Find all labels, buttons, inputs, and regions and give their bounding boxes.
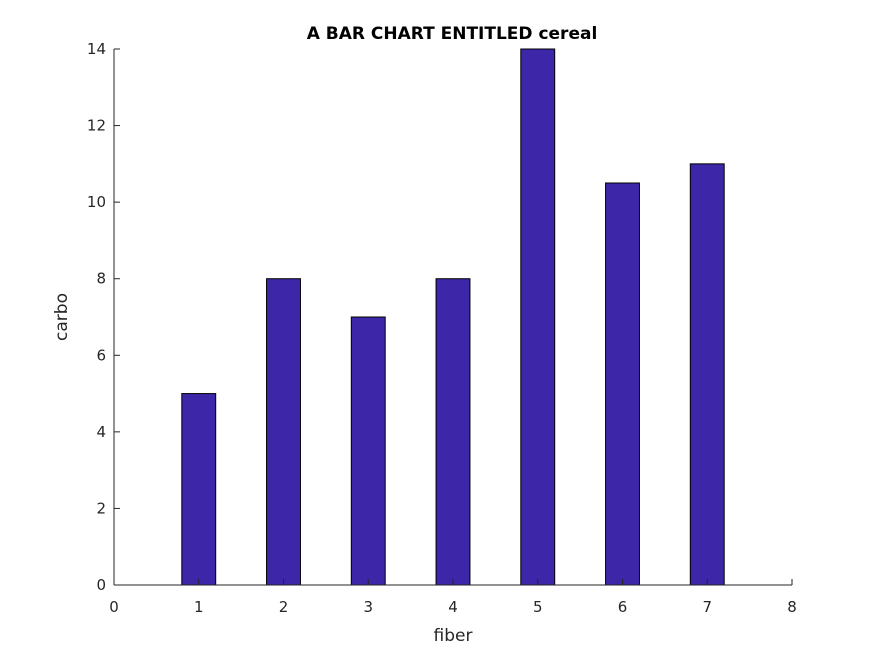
bars-group: [181, 48, 725, 586]
x-axis-label: fiber: [434, 626, 473, 646]
y-tick-label: 0: [96, 576, 106, 594]
x-tick-label: 0: [109, 598, 119, 616]
x-tick-label: 3: [363, 598, 373, 616]
x-tick-label: 7: [702, 598, 712, 616]
x-tick-label: 2: [279, 598, 289, 616]
chart-title: A BAR CHART ENTITLED cereal: [307, 24, 598, 44]
y-ticks-group: 0 2 4 6 8 10 12 14: [87, 40, 120, 594]
x-tick-label: 6: [618, 598, 628, 616]
y-tick-label: 8: [96, 270, 106, 288]
y-tick-label: 10: [87, 193, 106, 211]
y-tick-label: 12: [87, 117, 106, 135]
bar-1: [181, 393, 217, 586]
bar-3: [350, 316, 386, 586]
x-tick-label: 1: [194, 598, 204, 616]
x-ticks-group: 0 1 2 3 4 5 6 7 8: [109, 579, 797, 616]
bar-2: [266, 278, 301, 586]
y-tick-label: 14: [87, 40, 106, 58]
y-axis-label: carbo: [52, 293, 72, 341]
y-tick-label: 6: [96, 346, 106, 364]
y-tick-label: 4: [96, 423, 106, 441]
bar-5: [520, 48, 556, 586]
bar-4: [435, 278, 471, 586]
x-tick-label: 8: [787, 598, 797, 616]
x-tick-label: 5: [533, 598, 543, 616]
y-tick-label: 2: [96, 499, 106, 517]
bar-6: [605, 182, 640, 586]
x-tick-label: 4: [448, 598, 458, 616]
bar-7: [689, 163, 725, 586]
